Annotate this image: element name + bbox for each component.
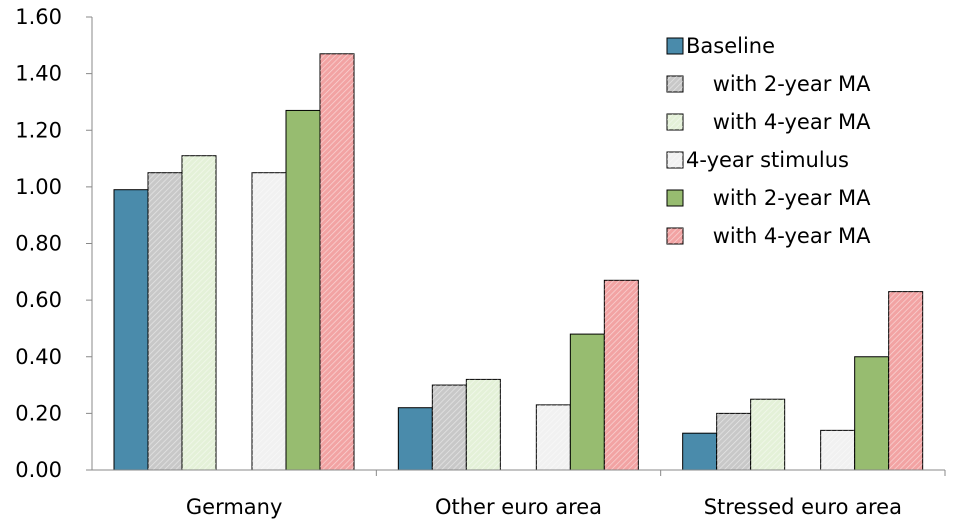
legend-swatch-hatch [667,152,683,168]
bar-hatch [432,385,467,470]
legend-swatch [666,189,684,207]
bar-hatch [148,172,182,470]
y-tick-label: 0.40 [15,345,62,369]
legend-label: Baseline [686,34,775,58]
x-category-label: Other euro area [435,495,602,519]
legend-label: with 2-year MA [686,72,871,96]
x-category-label: Stressed euro area [704,495,902,519]
bar-hatch [750,399,785,470]
bar [854,356,890,471]
x-category-label: Germany [186,495,283,519]
y-tick-label: 0.60 [15,288,62,312]
bar [285,109,321,471]
x-axis-labels: Germany Other euro area Stressed euro area [186,470,946,519]
y-tick-label: 0.80 [15,232,62,256]
legend-label: with 4-year MA [686,110,871,134]
legend-swatch-hatch [667,228,683,244]
bar-hatch [820,430,855,470]
bar-hatch [182,155,216,470]
bar-hatch [716,413,751,470]
bar [682,432,718,471]
y-axis-ticks: 0.00 0.20 0.40 0.60 0.80 1.00 1.20 1.40 1.60 [15,5,92,482]
bar-hatch [888,291,923,470]
legend: Baseline with 2-year MA with 4-year MA 4-… [666,34,871,248]
legend-swatch-hatch [667,76,683,92]
bar-hatch [536,404,571,470]
bar-hatch [466,379,501,470]
y-tick-label: 1.60 [15,5,62,29]
y-tick-label: 0.20 [15,401,62,425]
legend-swatch [666,37,684,55]
bar [113,189,149,471]
legend-label: with 4-year MA [686,224,871,248]
bar-hatch [604,280,639,470]
bar-hatch [252,172,286,470]
y-tick-label: 1.40 [15,62,62,86]
y-tick-label: 1.00 [15,175,62,199]
bar [569,333,605,471]
bars-group [113,53,924,471]
bar-hatch [320,53,354,471]
legend-swatch-hatch [667,114,683,130]
bar [397,407,433,471]
legend-label: 4-year stimulus [686,148,849,172]
y-tick-label: 1.20 [15,118,62,142]
legend-label: with 2-year MA [686,186,871,210]
y-tick-label: 0.00 [15,458,62,482]
